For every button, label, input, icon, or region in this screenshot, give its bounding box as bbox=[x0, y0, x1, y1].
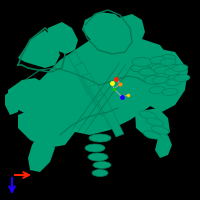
Ellipse shape bbox=[154, 66, 170, 74]
Ellipse shape bbox=[144, 75, 164, 84]
Ellipse shape bbox=[164, 68, 180, 76]
Polygon shape bbox=[18, 30, 60, 68]
Ellipse shape bbox=[131, 64, 149, 72]
Polygon shape bbox=[47, 22, 78, 54]
Polygon shape bbox=[89, 84, 117, 127]
Ellipse shape bbox=[152, 76, 168, 84]
Polygon shape bbox=[15, 35, 175, 135]
Ellipse shape bbox=[149, 86, 165, 94]
Polygon shape bbox=[75, 62, 103, 106]
Polygon shape bbox=[135, 108, 170, 140]
Polygon shape bbox=[18, 108, 75, 148]
Polygon shape bbox=[82, 12, 130, 52]
Ellipse shape bbox=[139, 68, 157, 76]
Ellipse shape bbox=[160, 58, 176, 66]
Polygon shape bbox=[96, 94, 124, 137]
Ellipse shape bbox=[131, 64, 149, 72]
Ellipse shape bbox=[162, 88, 178, 96]
Ellipse shape bbox=[93, 162, 111, 168]
Polygon shape bbox=[72, 62, 120, 130]
Ellipse shape bbox=[132, 58, 152, 66]
Ellipse shape bbox=[92, 170, 108, 176]
Ellipse shape bbox=[139, 111, 157, 119]
Polygon shape bbox=[68, 52, 96, 95]
Ellipse shape bbox=[151, 126, 169, 134]
Polygon shape bbox=[115, 14, 145, 50]
Ellipse shape bbox=[168, 74, 182, 82]
Polygon shape bbox=[135, 48, 188, 112]
Polygon shape bbox=[28, 135, 55, 172]
Ellipse shape bbox=[146, 118, 164, 126]
Ellipse shape bbox=[151, 64, 169, 72]
Ellipse shape bbox=[166, 78, 182, 86]
Polygon shape bbox=[82, 73, 110, 116]
Ellipse shape bbox=[143, 131, 161, 139]
Ellipse shape bbox=[172, 64, 188, 72]
Ellipse shape bbox=[89, 134, 111, 142]
Ellipse shape bbox=[85, 144, 105, 152]
Polygon shape bbox=[84, 66, 132, 134]
Ellipse shape bbox=[131, 64, 149, 72]
Ellipse shape bbox=[88, 153, 108, 161]
Ellipse shape bbox=[160, 54, 176, 62]
Ellipse shape bbox=[131, 64, 149, 72]
Polygon shape bbox=[155, 135, 172, 158]
Ellipse shape bbox=[174, 74, 190, 82]
Polygon shape bbox=[78, 64, 126, 132]
Ellipse shape bbox=[150, 56, 166, 64]
Ellipse shape bbox=[164, 64, 180, 72]
Polygon shape bbox=[5, 88, 20, 115]
Polygon shape bbox=[8, 78, 55, 118]
